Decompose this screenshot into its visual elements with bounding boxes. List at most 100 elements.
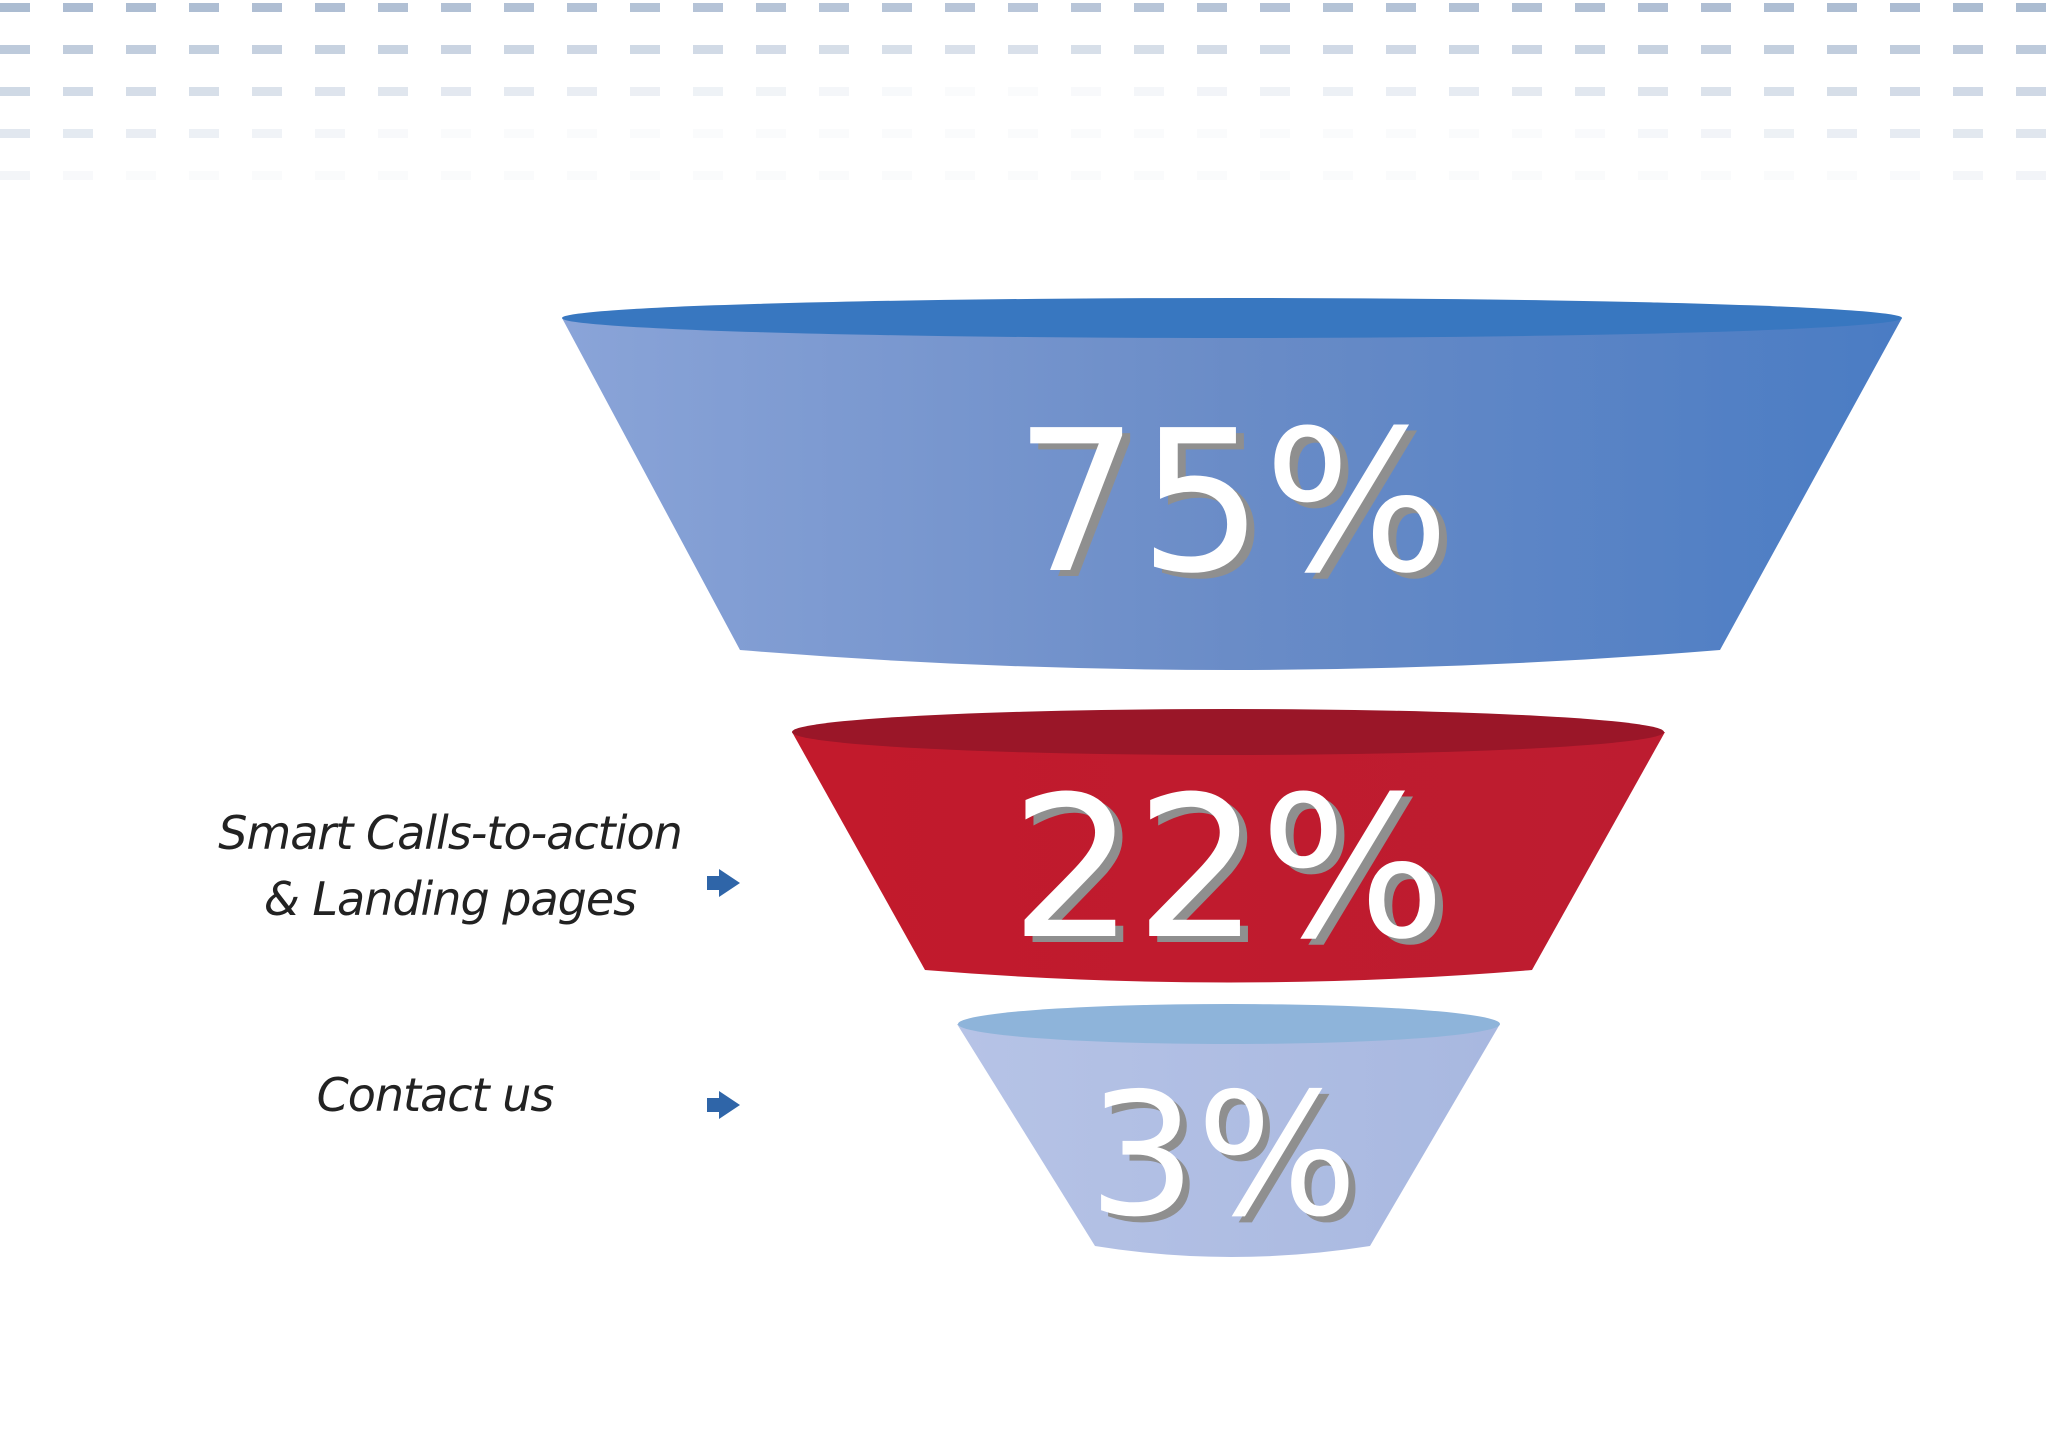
header-dash <box>567 3 597 12</box>
header-dash <box>0 129 30 138</box>
header-dash <box>0 45 30 54</box>
annotation-smart-cta-line2: & Landing pages <box>263 872 637 926</box>
header-dash <box>945 171 975 180</box>
header-dash <box>63 45 93 54</box>
header-dash <box>1386 87 1416 96</box>
header-dash <box>693 45 723 54</box>
header-dash <box>1197 87 1227 96</box>
header-dash <box>189 171 219 180</box>
header-dash <box>882 3 912 12</box>
header-dash <box>189 45 219 54</box>
header-dash <box>945 45 975 54</box>
header-dash <box>1134 129 1164 138</box>
funnel-stage-1-label: 75% <box>1014 389 1450 617</box>
header-dash <box>1260 129 1290 138</box>
header-dash <box>1008 45 1038 54</box>
header-dash <box>756 3 786 12</box>
header-dash <box>1575 171 1605 180</box>
header-dash <box>630 45 660 54</box>
header-dash <box>441 171 471 180</box>
header-dash <box>1197 171 1227 180</box>
header-dash <box>1008 87 1038 96</box>
header-dash <box>126 129 156 138</box>
header-dash <box>567 171 597 180</box>
header-dash <box>2016 129 2046 138</box>
header-dash <box>1134 45 1164 54</box>
header-dash <box>693 87 723 96</box>
header-dash <box>1827 129 1857 138</box>
header-dash <box>378 87 408 96</box>
header-dash <box>1827 171 1857 180</box>
header-dash <box>630 3 660 12</box>
header-dash <box>1638 171 1668 180</box>
header-dash <box>882 45 912 54</box>
header-dash <box>1575 87 1605 96</box>
header-dash <box>0 87 30 96</box>
header-dash <box>945 3 975 12</box>
header-dash <box>441 45 471 54</box>
header-dash <box>756 87 786 96</box>
header-dash <box>189 129 219 138</box>
header-dash <box>63 87 93 96</box>
header-dash <box>1323 171 1353 180</box>
header-dash <box>567 87 597 96</box>
header-dash <box>1323 129 1353 138</box>
header-dash <box>1449 129 1479 138</box>
arrow-right-icon <box>707 869 740 897</box>
header-dash <box>945 87 975 96</box>
header-dash <box>378 45 408 54</box>
header-dash <box>819 171 849 180</box>
header-dash <box>1386 45 1416 54</box>
header-dash <box>1638 3 1668 12</box>
header-dash <box>1827 45 1857 54</box>
header-dash <box>441 3 471 12</box>
header-dash <box>1197 3 1227 12</box>
header-dash <box>1071 87 1101 96</box>
header-dash <box>1260 171 1290 180</box>
header-dash <box>1386 3 1416 12</box>
header-dash <box>0 3 30 12</box>
header-dash <box>1701 45 1731 54</box>
header-dash <box>1260 87 1290 96</box>
funnel-stage-2-label: 22% <box>1010 755 1446 983</box>
header-dash <box>1512 87 1542 96</box>
header-dash <box>1575 3 1605 12</box>
header-dash <box>1323 87 1353 96</box>
header-dash <box>1890 87 1920 96</box>
header-dash <box>1386 129 1416 138</box>
header-dash <box>126 45 156 54</box>
header-dash <box>819 129 849 138</box>
header-dash <box>567 45 597 54</box>
header-dash <box>504 45 534 54</box>
header-dash <box>1638 87 1668 96</box>
header-dash <box>1512 171 1542 180</box>
header-dash <box>189 3 219 12</box>
header-dash <box>1449 3 1479 12</box>
header-dash <box>315 45 345 54</box>
header-dash <box>1890 129 1920 138</box>
header-dash <box>315 129 345 138</box>
header-dash <box>693 3 723 12</box>
header-dash <box>1071 3 1101 12</box>
annotation-contact-us: Contact us <box>250 1062 620 1128</box>
header-dash <box>126 171 156 180</box>
header-dash <box>378 129 408 138</box>
header-dash <box>1449 45 1479 54</box>
header-dash <box>1260 3 1290 12</box>
header-dash <box>2016 87 2046 96</box>
header-dash <box>1575 129 1605 138</box>
header-dash <box>756 129 786 138</box>
header-dash <box>252 171 282 180</box>
annotation-smart-cta: Smart Calls-to-action & Landing pages <box>150 800 750 932</box>
header-dash <box>1764 87 1794 96</box>
header-dash <box>1764 171 1794 180</box>
header-dash <box>1008 3 1038 12</box>
header-dash <box>630 87 660 96</box>
funnel-stage-3: 3% 3% <box>957 1004 1500 1261</box>
header-dash <box>504 3 534 12</box>
header-dash <box>1071 45 1101 54</box>
header-dash <box>1323 45 1353 54</box>
funnel-stage-3-label: 3% <box>1088 1057 1358 1255</box>
header-dash <box>1890 45 1920 54</box>
